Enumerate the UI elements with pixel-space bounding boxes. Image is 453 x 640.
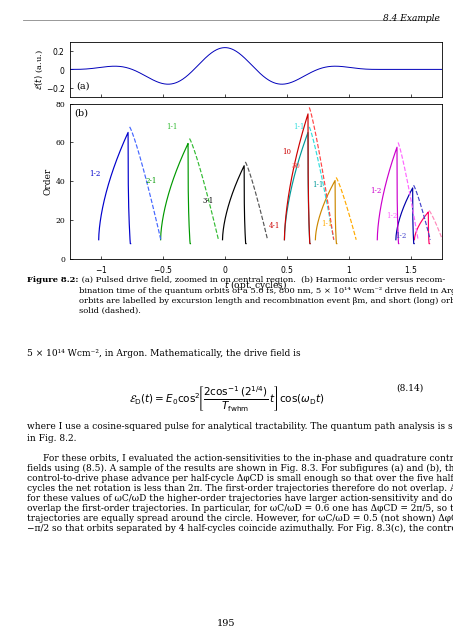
Text: 1-1: 1-1: [312, 181, 323, 189]
Text: (a) Pulsed drive field, zoomed in on central region.  (b) Harmonic order versus : (a) Pulsed drive field, zoomed in on cen…: [79, 276, 453, 315]
Text: 1-1: 1-1: [321, 220, 332, 228]
Text: 5 × 10¹⁴ Wcm⁻², in Argon. Mathematically, the drive field is: 5 × 10¹⁴ Wcm⁻², in Argon. Mathematically…: [27, 349, 301, 358]
Text: $\mathcal{E}_\mathrm{D}(t) = E_0\cos^2\!\!\left[\dfrac{2\cos^{-1}(2^{1/4})}{T_\m: $\mathcal{E}_\mathrm{D}(t) = E_0\cos^2\!…: [129, 384, 324, 413]
Text: 195: 195: [217, 620, 236, 628]
Text: 30: 30: [291, 162, 300, 170]
Text: cycles the net rotation is less than 2π. The first-order trajectories therefore : cycles the net rotation is less than 2π.…: [27, 484, 453, 493]
Y-axis label: $\mathcal{E}(t)$ (a.u.): $\mathcal{E}(t)$ (a.u.): [34, 49, 45, 90]
Text: fields using (8.5). A sample of the results are shown in Fig. 8.3. For subfigure: fields using (8.5). A sample of the resu…: [27, 465, 453, 474]
Text: (a): (a): [76, 81, 89, 90]
Text: 1-1: 1-1: [166, 123, 178, 131]
Text: for these values of ωC/ωD the higher-order trajectories have larger action-sensi: for these values of ωC/ωD the higher-ord…: [27, 494, 453, 503]
Text: 2-1: 2-1: [145, 177, 156, 186]
Text: control-to-drive phase advance per half-cycle ΔφCD is small enough so that over : control-to-drive phase advance per half-…: [27, 474, 453, 483]
Text: 1-2: 1-2: [371, 187, 382, 195]
Text: 8.4 Example: 8.4 Example: [382, 14, 439, 23]
Text: trajectories are equally spread around the circle. However, for ωC/ωD = 0.5 (not: trajectories are equally spread around t…: [27, 514, 453, 523]
Text: where I use a cosine-squared pulse for analytical tractability. The quantum path: where I use a cosine-squared pulse for a…: [27, 422, 453, 443]
Text: For these orbits, I evaluated the action-sensitivities to the in-phase and quadr: For these orbits, I evaluated the action…: [43, 454, 453, 463]
Text: Figure 8.2:: Figure 8.2:: [27, 276, 79, 284]
Text: 1-2: 1-2: [386, 212, 398, 220]
Text: 4-1: 4-1: [269, 222, 280, 230]
Text: (b): (b): [75, 109, 89, 118]
Text: (8.14): (8.14): [396, 384, 424, 393]
Y-axis label: Order: Order: [44, 168, 53, 195]
Text: overlap the first-order trajectories. In particular, for ωC/ωD = 0.6 one has ΔφC: overlap the first-order trajectories. In…: [27, 504, 453, 513]
X-axis label: $t$ (opt. cycles): $t$ (opt. cycles): [224, 278, 288, 292]
Text: 1-2: 1-2: [395, 232, 406, 240]
Text: 1-2: 1-2: [89, 170, 101, 177]
Text: 3-1: 3-1: [202, 197, 213, 205]
Text: 1-1: 1-1: [294, 123, 305, 131]
Text: 10: 10: [282, 148, 291, 156]
Text: −π/2 so that orbits separated by 4 half-cycles coincide azimuthally. For Fig. 8.: −π/2 so that orbits separated by 4 half-…: [27, 524, 453, 533]
